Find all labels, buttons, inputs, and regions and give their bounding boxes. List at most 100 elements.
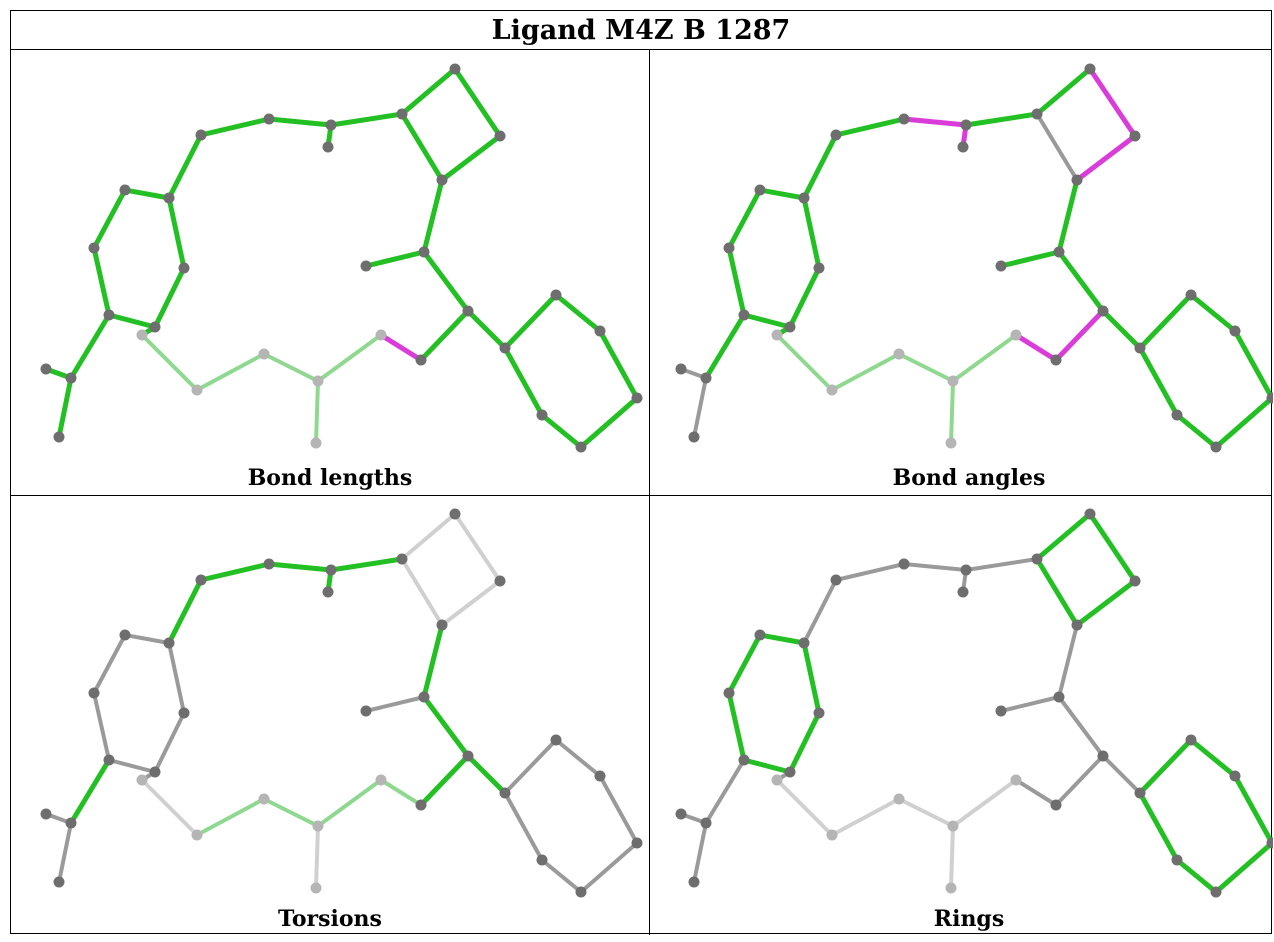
bond-b21 [195, 352, 266, 392]
bond-b28 [998, 249, 1062, 269]
atom-a32 [1210, 441, 1222, 453]
bond-b15 [106, 312, 158, 330]
bond-b27 [421, 177, 445, 255]
bond-b2 [1034, 511, 1093, 562]
bond-b30 [1100, 308, 1143, 351]
atom-a30 [1229, 770, 1241, 782]
bond-b16 [68, 312, 112, 381]
atom-a18 [136, 774, 148, 786]
atom-a16 [675, 808, 687, 820]
bond-b10 [122, 187, 172, 201]
bond-b18 [56, 375, 74, 440]
bond-b29 [421, 694, 471, 759]
atom-a10 [754, 184, 766, 196]
bond-b10 [123, 633, 171, 645]
bond-b8 [198, 561, 272, 583]
bond-b15 [741, 757, 793, 775]
atom-a2 [1129, 130, 1141, 142]
atom-a27 [462, 305, 474, 317]
bond-b3 [1074, 578, 1138, 628]
atom-a10 [754, 629, 766, 641]
bond-b14 [153, 711, 186, 774]
atom-a8 [830, 574, 842, 586]
bond-b12 [166, 195, 187, 271]
caption-bond-angles: Bond angles [892, 465, 1046, 491]
atom-a23 [1010, 774, 1022, 786]
atom-a32 [1210, 886, 1222, 898]
atom-a10 [119, 184, 131, 196]
atom-a21 [312, 820, 324, 832]
atom-a2 [494, 575, 506, 587]
bond-b22 [262, 352, 320, 383]
atom-a3 [1031, 108, 1043, 120]
bond-b26 [418, 308, 471, 363]
atom-a3 [396, 553, 408, 565]
atom-a5 [325, 119, 337, 131]
atom-a11 [88, 242, 100, 254]
caption-bond-lengths: Bond lengths [247, 465, 413, 491]
bond-b24 [316, 778, 383, 828]
atom-a26 [360, 705, 372, 717]
atom-a6 [322, 586, 334, 598]
bond-b9 [166, 577, 204, 646]
atom-a5 [960, 564, 972, 576]
bond-b35 [1174, 857, 1219, 895]
bond-b16 [704, 758, 746, 825]
bond-b7 [266, 116, 334, 128]
bond-b7 [266, 561, 334, 573]
bond-b13 [726, 690, 747, 763]
atom-a32 [575, 886, 587, 898]
bond-b9 [801, 132, 839, 201]
bond-b26 [1054, 754, 1105, 807]
atom-a23 [1010, 329, 1022, 341]
atom-a19 [191, 384, 203, 396]
atom-a13 [738, 754, 750, 766]
bond-b22 [897, 352, 955, 383]
bond-b20 [140, 333, 199, 392]
atom-a19 [826, 829, 838, 841]
atom-a33 [536, 409, 548, 421]
atom-a31 [631, 392, 643, 404]
atom-a4 [436, 174, 448, 186]
atom-a17 [688, 876, 700, 888]
bond-b18 [692, 821, 708, 884]
atom-a10 [119, 629, 131, 641]
bond-b3 [439, 133, 503, 183]
atom-a25 [1053, 691, 1065, 703]
atom-a28 [499, 787, 511, 799]
figure-title: Ligand M4Z B 1287 [491, 14, 791, 46]
bond-b13 [91, 245, 112, 318]
column-divider [649, 49, 650, 935]
bond-b1 [1087, 511, 1138, 584]
bond-b14 [787, 265, 822, 330]
atom-a31 [631, 837, 643, 849]
atom-a21 [947, 820, 959, 832]
atom-a1 [1084, 63, 1096, 75]
bond-b25 [1013, 332, 1059, 363]
bond-b15 [107, 758, 157, 774]
bond-b34 [1213, 840, 1273, 895]
bond-b11 [726, 632, 763, 696]
atom-a4 [1071, 174, 1083, 186]
bond-b35 [540, 858, 583, 894]
atom-a19 [826, 384, 838, 396]
atom-a15 [65, 372, 77, 384]
atom-a6 [957, 586, 969, 598]
atom-a20 [258, 348, 270, 360]
atom-a9 [798, 637, 810, 649]
bond-b21 [195, 797, 266, 837]
title-row: Ligand M4Z B 1287 [11, 11, 1271, 50]
bond-b36 [1137, 790, 1180, 863]
atom-a16 [675, 363, 687, 375]
atom-a13 [738, 309, 750, 321]
bond-b31 [1137, 737, 1194, 796]
atom-a22 [945, 882, 957, 894]
atom-a11 [723, 242, 735, 254]
atom-a4 [1071, 619, 1083, 631]
atom-a25 [418, 246, 430, 258]
bond-b15 [741, 312, 793, 330]
figure-frame: Ligand M4Z B 1287 Bond lengths Bond angl… [10, 10, 1273, 935]
atom-a27 [1097, 750, 1109, 762]
atom-a18 [771, 774, 783, 786]
atom-a21 [312, 375, 324, 387]
